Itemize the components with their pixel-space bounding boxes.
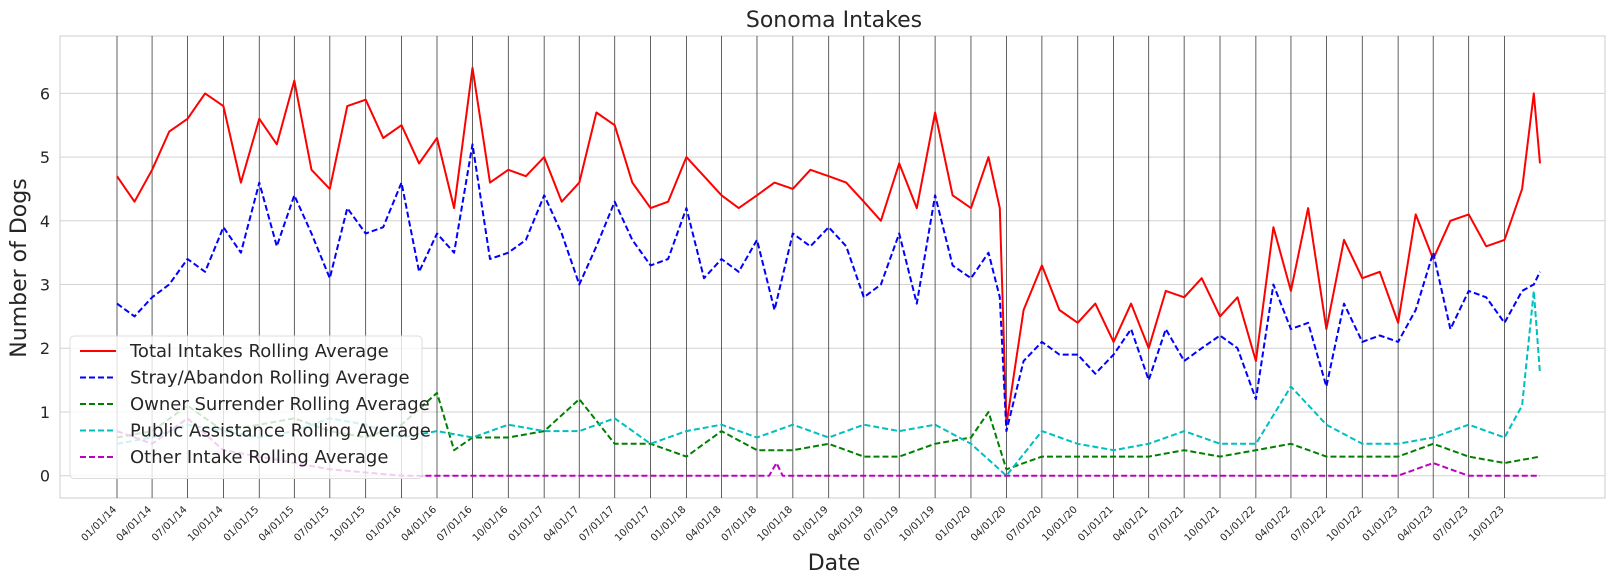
y-tick-label: 5: [40, 148, 50, 167]
y-tick-label: 1: [40, 403, 50, 422]
y-tick-label: 3: [40, 276, 50, 295]
series-line-3: [116, 391, 1541, 471]
y-tick-label: 2: [40, 339, 50, 358]
y-tick-label: 0: [40, 467, 50, 486]
chart-title: Sonoma Intakes: [746, 8, 922, 33]
series-line-2: [116, 143, 1541, 433]
legend-box: [69, 335, 423, 479]
legend-label: Total Intakes Rolling Average: [129, 341, 389, 362]
y-tick-label: 6: [40, 84, 50, 103]
y-axis-label: Number of Dogs: [7, 178, 32, 357]
series-line-5: [116, 417, 1540, 477]
legend: Total Intakes Rolling Average Stray/Aband…: [69, 335, 431, 479]
legend-label: Other Intake Rolling Average: [130, 447, 388, 468]
legend-label: Stray/Abandon Rolling Average: [130, 368, 410, 389]
y-tick-label: 4: [40, 212, 50, 231]
x-axis-label: Date: [808, 551, 861, 576]
legend-label: Public Assistance Rolling Average: [130, 421, 431, 442]
series-line-1: [116, 66, 1541, 426]
legend-label: Owner Surrender Rolling Average: [130, 394, 430, 415]
